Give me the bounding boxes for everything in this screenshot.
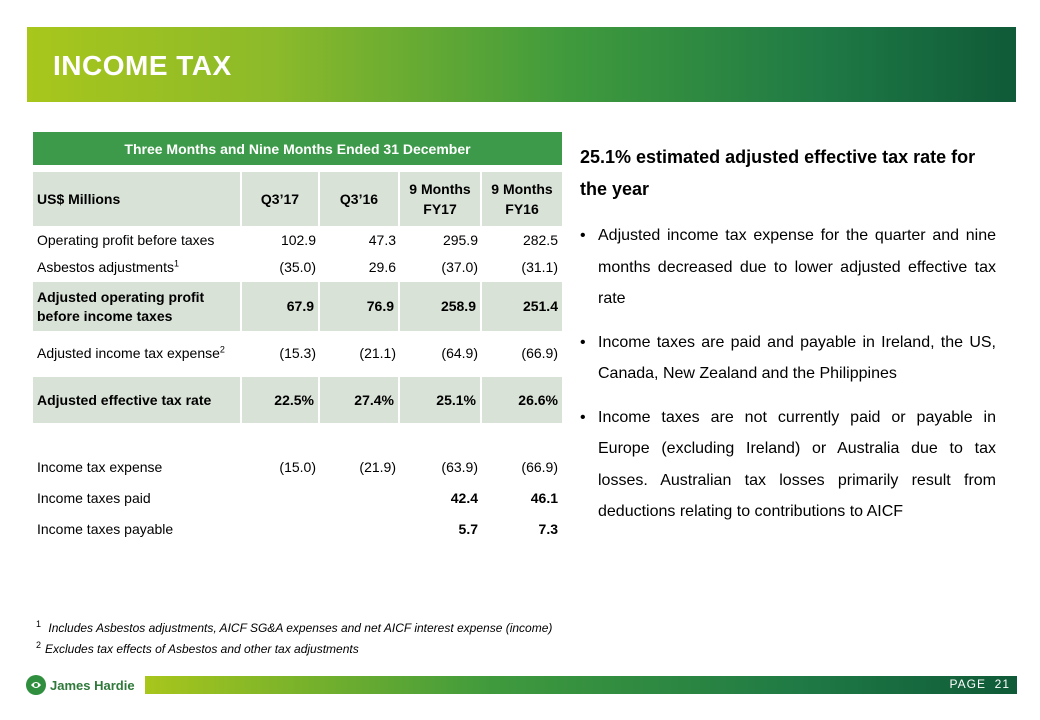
cell-q316: 29.6 <box>368 258 396 275</box>
cell-q316 <box>320 482 400 513</box>
cell-fy17: 258.9 <box>400 280 482 331</box>
footnote-ref: 2 <box>219 344 225 355</box>
logo-mark-icon <box>26 675 46 695</box>
header-q317: Q3’17 <box>242 172 320 226</box>
cell-fy16: (66.9) <box>521 458 558 475</box>
table-row: Asbestos adjustments1 (35.0) 29.6 (37.0)… <box>33 253 562 280</box>
cell-fy17: 25.1% <box>400 375 482 423</box>
header-fy16: 9 Months FY16 <box>482 172 562 226</box>
cell-fy16: 251.4 <box>482 280 562 331</box>
header-q316: Q3’16 <box>320 172 400 226</box>
cell-fy17: 5.7 <box>458 520 478 537</box>
table-row: Adjusted income tax expense2 (15.3) (21.… <box>33 331 562 375</box>
cell-fy16: 7.3 <box>538 520 558 537</box>
table-caption: Three Months and Nine Months Ended 31 De… <box>33 132 562 165</box>
cell-fy17: (37.0) <box>441 258 478 275</box>
cell-fy17: 42.4 <box>450 489 478 506</box>
footer-band <box>145 676 1017 694</box>
footnotes: 1 Includes Asbestos adjustments, AICF SG… <box>36 616 552 658</box>
cell-fy17: 295.9 <box>442 231 478 248</box>
row-label: Adjusted income tax expense2 <box>37 344 225 361</box>
table-caption-row: Three Months and Nine Months Ended 31 De… <box>33 132 562 165</box>
commentary-headline: 25.1% estimated adjusted effective tax r… <box>580 147 976 199</box>
bullet-item: Income taxes are not currently paid or p… <box>580 402 996 528</box>
cell-fy16: (31.1) <box>521 258 558 275</box>
header-fy17: 9 Months FY17 <box>400 172 482 226</box>
cell-q316: (21.9) <box>359 458 396 475</box>
logo-text: James Hardie <box>50 677 135 693</box>
bullet-item: Income taxes are paid and payable in Ire… <box>580 327 996 390</box>
cell-fy16: 282.5 <box>522 231 558 248</box>
cell-fy17: (64.9) <box>441 345 478 361</box>
row-label: Adjusted operating profit before income t… <box>33 280 242 331</box>
cell-fy16: 26.6% <box>482 375 562 423</box>
row-label: Income taxes paid <box>37 489 151 506</box>
table-row: Income taxes payable 5.7 7.3 <box>33 513 562 544</box>
header-band <box>27 27 1016 102</box>
cell-q316: 76.9 <box>320 280 400 331</box>
footnote: 2 Excludes tax effects of Asbestos and ot… <box>36 640 359 656</box>
row-label: Income tax expense <box>37 458 163 475</box>
header-label: US$ Millions <box>33 172 242 226</box>
cell-q316: 27.4% <box>320 375 400 423</box>
cell-fy17: (63.9) <box>441 458 478 475</box>
income-tax-table: Three Months and Nine Months Ended 31 De… <box>33 132 562 544</box>
cell-q317: 102.9 <box>280 231 316 248</box>
table-row: Adjusted effective tax rate 22.5% 27.4% … <box>33 375 562 423</box>
table-row: Income taxes paid 42.4 46.1 <box>33 482 562 513</box>
cell-q317: (15.3) <box>279 345 316 361</box>
table-header-row: US$ Millions Q3’17 Q3’16 9 Months FY17 9 … <box>33 172 562 226</box>
company-logo: James Hardie <box>26 675 135 695</box>
cell-fy16: 46.1 <box>530 489 558 506</box>
cell-q317 <box>242 482 320 513</box>
row-label: Income taxes payable <box>37 520 174 537</box>
table-row: Adjusted operating profit before income t… <box>33 280 562 331</box>
footnote: 1 Includes Asbestos adjustments, AICF SG… <box>36 619 553 635</box>
cell-q316: 47.3 <box>368 231 396 248</box>
cell-q316 <box>320 513 400 544</box>
row-label: Operating profit before taxes <box>37 231 215 248</box>
commentary-bullets: Adjusted income tax expense for the quar… <box>580 220 996 540</box>
cell-q317: (15.0) <box>279 458 316 475</box>
cell-q317: (35.0) <box>279 258 316 275</box>
row-label: Asbestos adjustments1 <box>37 257 179 275</box>
footnote-ref: 1 <box>173 257 179 268</box>
cell-q317: 67.9 <box>242 280 320 331</box>
bullet-item: Adjusted income tax expense for the quar… <box>580 220 996 315</box>
cell-fy16: (66.9) <box>521 345 558 361</box>
table-row: Operating profit before taxes 102.9 47.3… <box>33 226 562 253</box>
page-number: PAGE 21 <box>949 677 1010 691</box>
cell-q316: (21.1) <box>359 345 396 361</box>
cell-q317 <box>242 513 320 544</box>
page-title: INCOME TAX <box>53 50 232 81</box>
row-label: Adjusted effective tax rate <box>33 375 242 423</box>
cell-q317: 22.5% <box>242 375 320 423</box>
table-row: Income tax expense (15.0) (21.9) (63.9) … <box>33 451 562 482</box>
